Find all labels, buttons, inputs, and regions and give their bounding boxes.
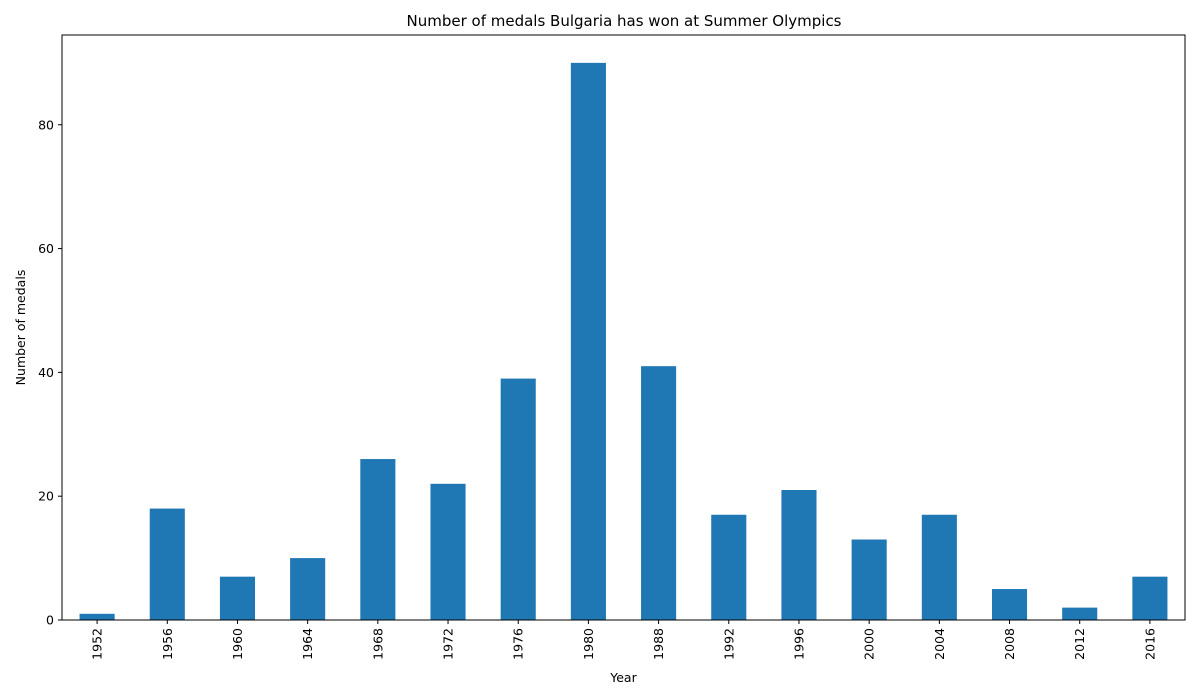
plot-area-frame bbox=[61, 34, 1186, 621]
bar-1980 bbox=[570, 62, 606, 621]
bar-1996 bbox=[781, 490, 817, 620]
x-tick-label: 1972 bbox=[441, 628, 456, 660]
x-axis-ticks: 1952 1956 1960 1964 1968 1972 1976 1980 1988 1992… bbox=[90, 620, 1157, 660]
bar-1964 bbox=[290, 558, 326, 620]
bar-1956 bbox=[149, 508, 185, 620]
x-tick-label: 2000 bbox=[862, 628, 877, 660]
y-tick-label: 40 bbox=[38, 365, 54, 380]
x-tick-label: 2012 bbox=[1072, 628, 1087, 660]
chart-title: Number of medals Bulgaria has won at Sum… bbox=[407, 12, 842, 30]
y-axis-ticks: 0 20 40 60 80 bbox=[38, 117, 62, 628]
bar-1976 bbox=[500, 378, 536, 620]
x-tick-label: 2004 bbox=[932, 628, 947, 660]
bar-2000 bbox=[851, 539, 887, 620]
bar-2008 bbox=[991, 589, 1028, 620]
x-tick-label: 1976 bbox=[511, 628, 526, 660]
bar-1988 bbox=[641, 366, 677, 620]
x-tick-label: 1980 bbox=[581, 628, 596, 660]
y-tick-label: 20 bbox=[38, 489, 54, 504]
bar-1952 bbox=[79, 613, 115, 620]
x-tick-label: 1952 bbox=[90, 628, 105, 660]
x-tick-label: 1988 bbox=[651, 628, 666, 660]
x-tick-label: 2008 bbox=[1002, 628, 1017, 660]
x-tick-label: 1956 bbox=[160, 628, 175, 660]
x-tick-label: 1960 bbox=[230, 628, 245, 660]
bar-1968 bbox=[360, 459, 396, 620]
y-tick-label: 60 bbox=[38, 241, 54, 256]
bar-2012 bbox=[1062, 607, 1098, 620]
x-axis-label: Year bbox=[609, 670, 637, 685]
x-tick-label: 1996 bbox=[791, 628, 806, 660]
bar-1960 bbox=[219, 576, 256, 620]
bar-1992 bbox=[711, 514, 747, 620]
bar-2016 bbox=[1132, 576, 1168, 620]
x-tick-label: 1964 bbox=[300, 628, 315, 660]
bars-group bbox=[79, 62, 1168, 621]
x-tick-label: 1968 bbox=[370, 628, 385, 660]
y-axis-label: Number of medals bbox=[13, 270, 28, 386]
bar-2004 bbox=[921, 514, 957, 620]
y-tick-label: 0 bbox=[46, 613, 54, 628]
y-tick-label: 80 bbox=[38, 117, 54, 132]
x-tick-label: 1992 bbox=[721, 628, 736, 660]
x-tick-label: 2016 bbox=[1142, 628, 1157, 660]
bar-1972 bbox=[430, 483, 466, 620]
